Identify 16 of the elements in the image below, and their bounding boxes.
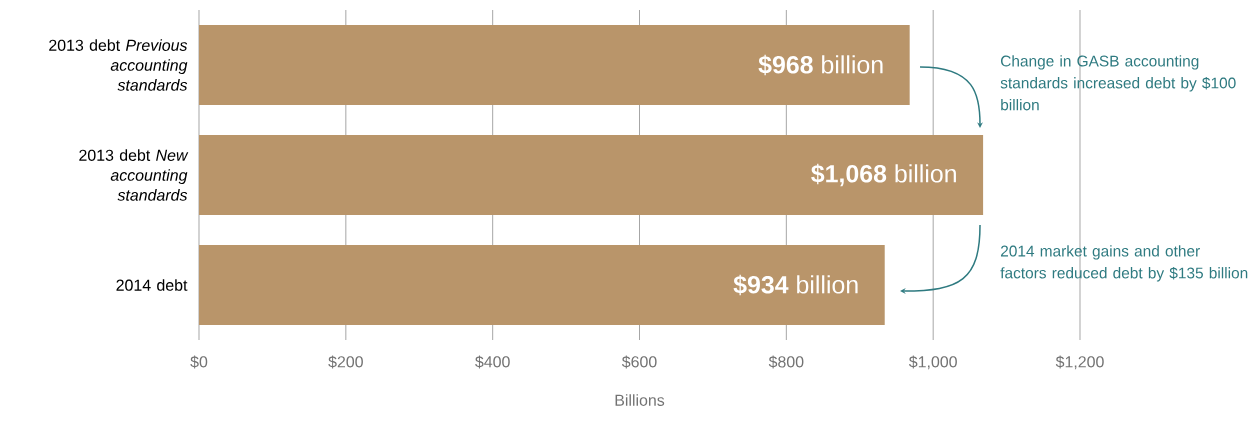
annotation: 2014 market gains and other factors reduced debt by $135 billion xyxy=(1000,245,1248,282)
x-axis-title: Billions xyxy=(615,394,665,406)
data-label: $1,068 billion xyxy=(811,163,956,187)
x-tick-label: $1,200 xyxy=(1055,355,1104,370)
x-tick-label: $400 xyxy=(475,355,510,369)
x-tick-label: $200 xyxy=(328,355,363,369)
x-tick-label: $0 xyxy=(190,355,208,369)
annotation: Change in GASB accounting standards increased debt by $100 billion xyxy=(1000,55,1236,111)
data-label: $934 billion xyxy=(733,274,858,296)
y-tick-label: 2014 debt xyxy=(116,279,188,291)
y-tick-label: 2013 debt Previous accounting standards xyxy=(49,39,188,91)
x-tick-label: $800 xyxy=(768,355,804,369)
y-tick-label: 2013 debt New accounting standards xyxy=(79,149,189,201)
data-label: $968 billion xyxy=(758,54,883,76)
x-tick-label: $1,000 xyxy=(908,355,957,370)
x-tick-label: $600 xyxy=(621,355,657,369)
